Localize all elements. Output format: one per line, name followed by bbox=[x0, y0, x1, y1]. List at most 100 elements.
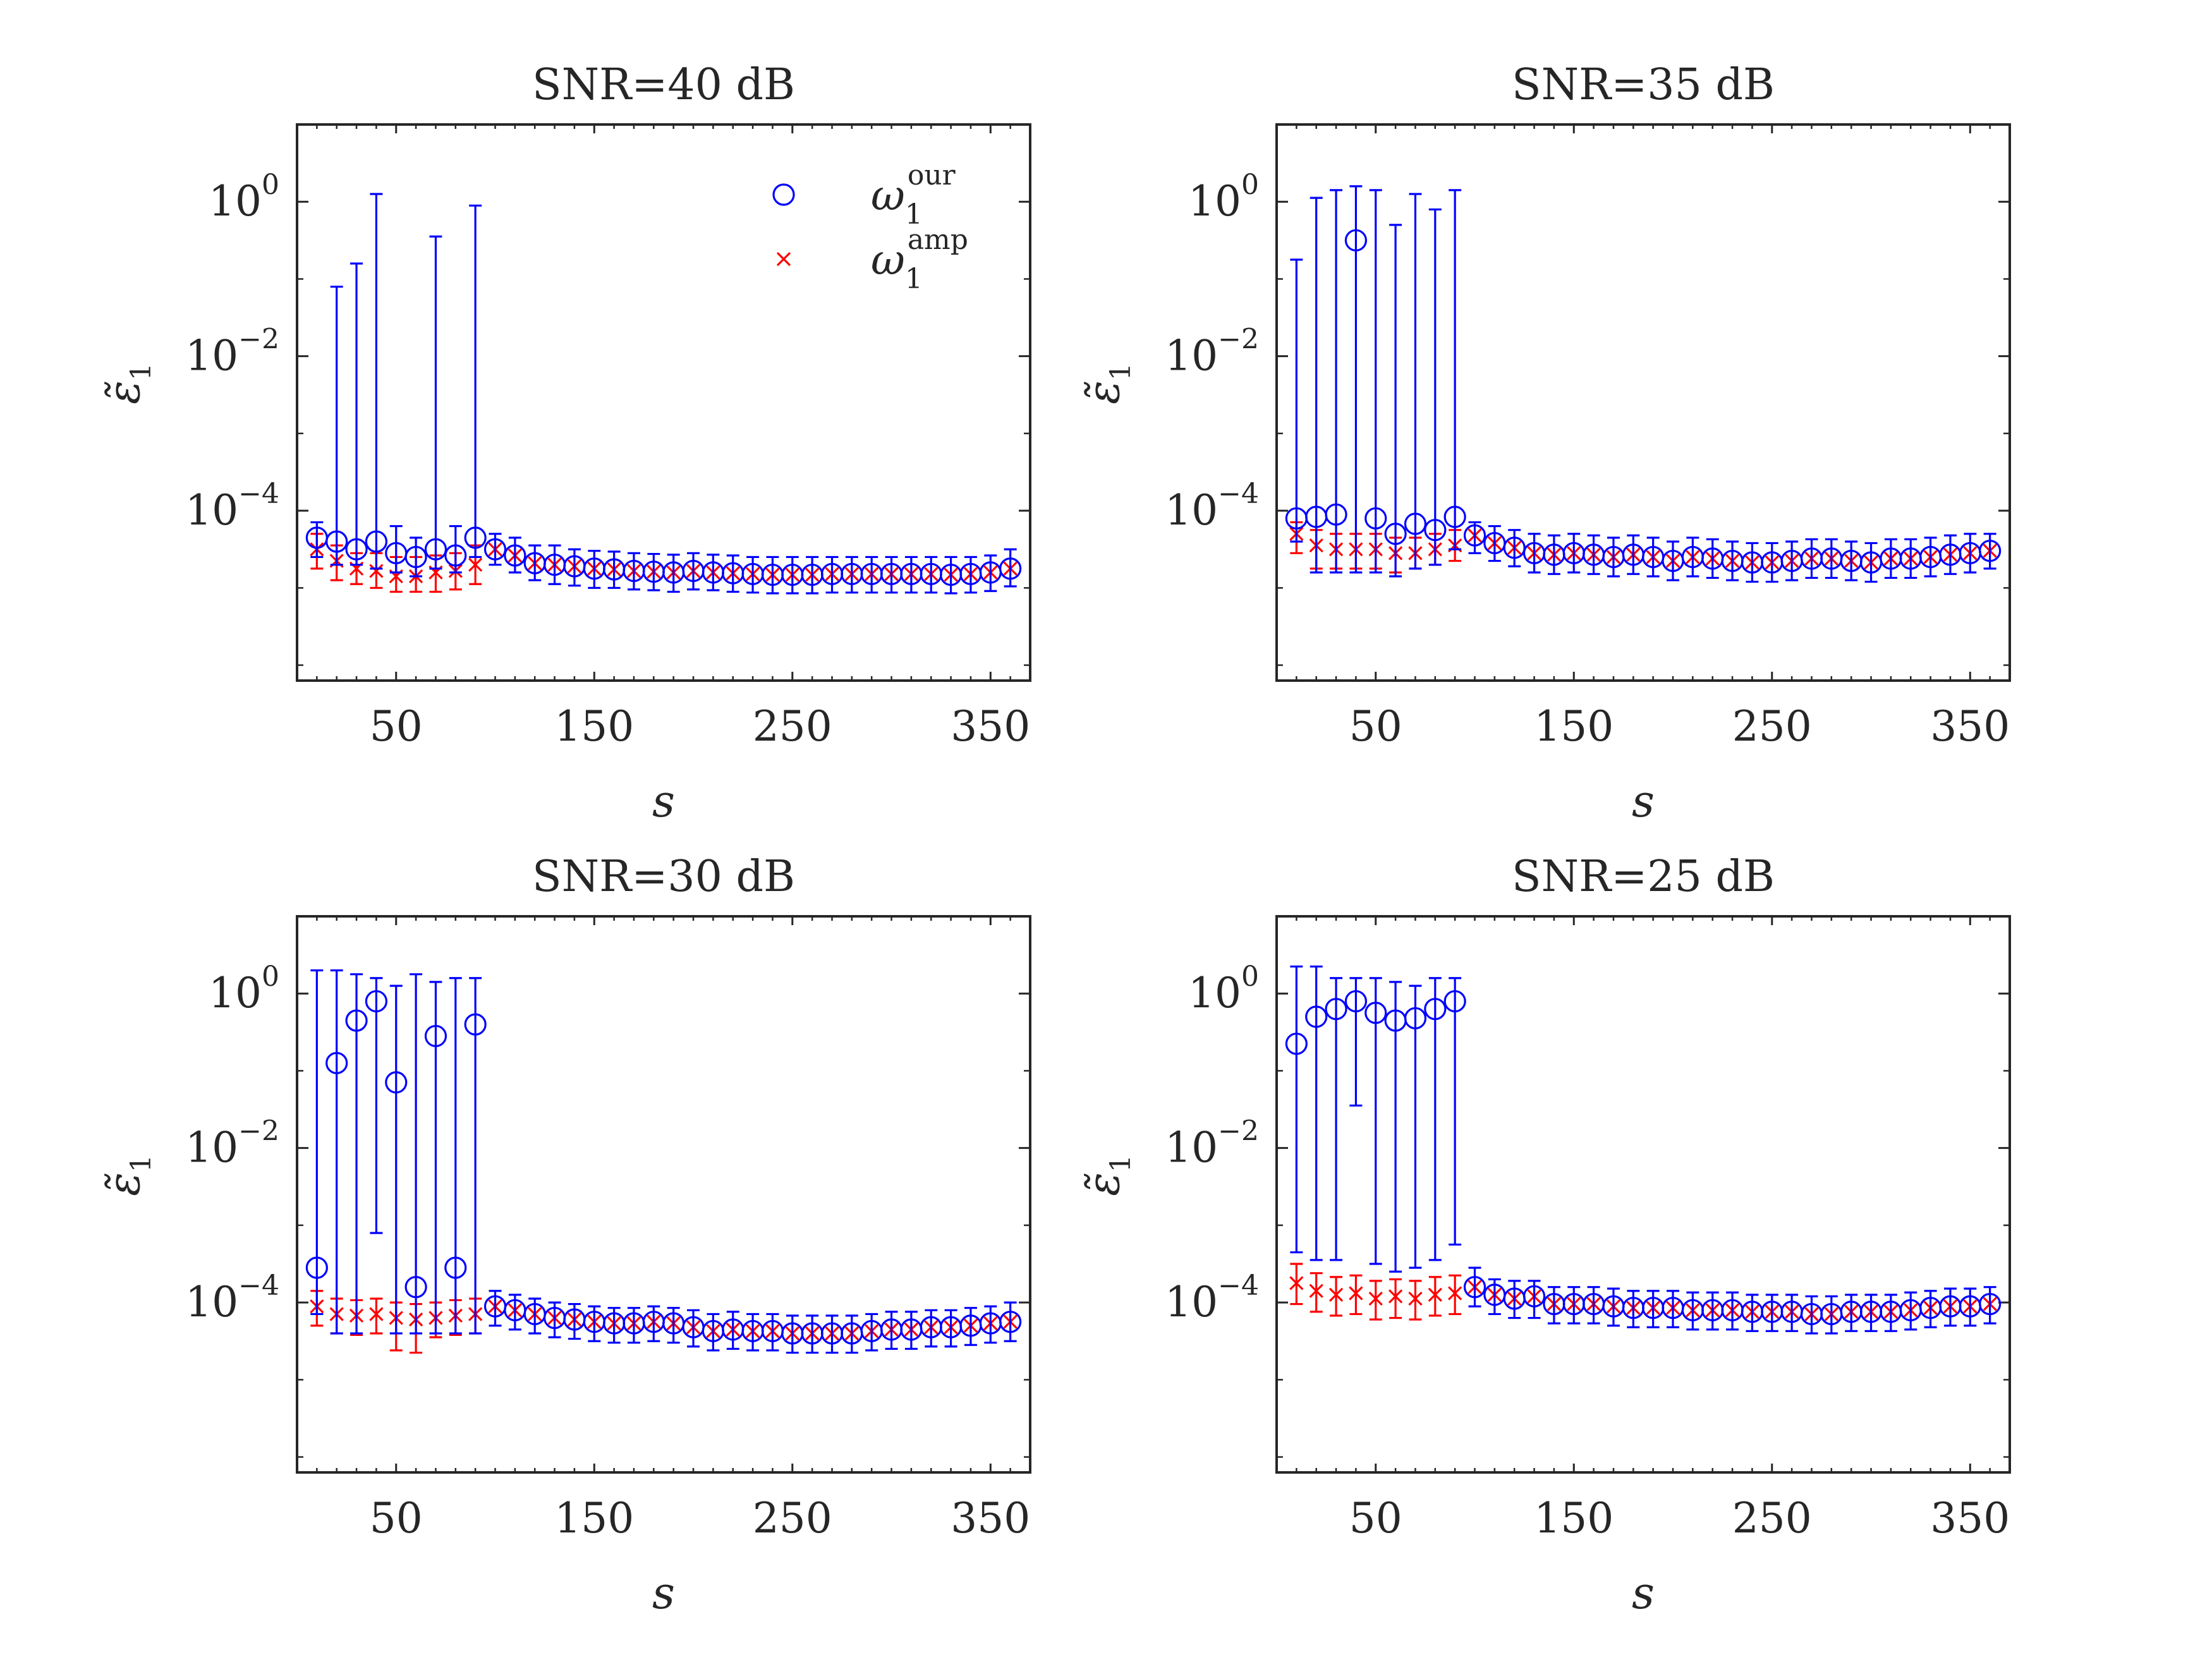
amp-marker-stroke bbox=[1309, 1283, 1323, 1298]
our-data-point bbox=[1424, 519, 1447, 542]
legend-superscript: amp bbox=[908, 224, 968, 256]
amp-marker-stroke bbox=[1408, 1291, 1423, 1306]
our-data-point bbox=[1522, 1285, 1546, 1307]
chart-title: SNR=25 dB bbox=[1512, 852, 1775, 902]
y-axis-label-symbol: ε̃ bbox=[98, 1172, 150, 1196]
our-data-point bbox=[464, 1013, 487, 1036]
amp-data-point bbox=[1428, 1287, 1442, 1302]
legend-subscript: 1 bbox=[905, 263, 923, 295]
amp-marker-stroke bbox=[468, 557, 483, 572]
y-tick-exponent: −2 bbox=[1218, 324, 1259, 356]
plot-frame bbox=[296, 915, 1031, 1474]
y-axis-label-subscript: 1 bbox=[1105, 363, 1137, 380]
y-tick-base: 10 bbox=[209, 969, 262, 1017]
our-data-point bbox=[999, 1311, 1022, 1333]
x-axis-label: s bbox=[1632, 1567, 1655, 1619]
our-data-point bbox=[345, 1009, 368, 1032]
amp-data-point bbox=[369, 564, 384, 578]
amp-data-point bbox=[1408, 1291, 1423, 1306]
our-data-point bbox=[1443, 506, 1466, 528]
amp-marker-stroke bbox=[1388, 1289, 1403, 1304]
our-data-point bbox=[325, 530, 348, 553]
amp-data-point bbox=[1289, 1276, 1304, 1290]
x-tick-label: 350 bbox=[1930, 1494, 2010, 1543]
x-tick-label: 50 bbox=[1349, 1494, 1402, 1543]
y-tick-base: 10 bbox=[1188, 969, 1241, 1017]
x-tick-label: 50 bbox=[1349, 702, 1402, 751]
legend-amp-marker-stroke bbox=[776, 252, 791, 267]
y-tick-exponent: −4 bbox=[238, 1270, 279, 1302]
y-axis-label-subscript: 1 bbox=[1105, 1155, 1137, 1172]
our-data-point bbox=[1325, 503, 1347, 526]
our-data-point bbox=[385, 1071, 408, 1094]
our-data-point bbox=[483, 538, 507, 561]
y-tick-base: 10 bbox=[209, 177, 262, 226]
amp-marker-stroke bbox=[1328, 1287, 1344, 1302]
y-tick-label: 10−4 bbox=[185, 1270, 279, 1326]
our-data-point bbox=[424, 1024, 447, 1048]
y-tick-exponent: 0 bbox=[262, 169, 279, 201]
amp-marker-stroke bbox=[369, 1307, 384, 1321]
x-axis-label: s bbox=[652, 775, 675, 827]
y-tick-base: 10 bbox=[1165, 332, 1218, 380]
y-tick-exponent: −4 bbox=[1218, 1270, 1259, 1302]
x-tick-label: 350 bbox=[951, 702, 1030, 751]
x-tick-label: 150 bbox=[1534, 702, 1613, 751]
amp-marker-stroke bbox=[1428, 1287, 1442, 1302]
y-axis-label: ε̃1 bbox=[98, 1155, 157, 1196]
y-tick-exponent: −4 bbox=[1218, 478, 1259, 510]
our-data-point bbox=[1384, 523, 1407, 545]
x-tick-label: 50 bbox=[370, 702, 423, 751]
y-axis-label-subscript: 1 bbox=[125, 1155, 157, 1172]
our-data-point bbox=[1344, 990, 1368, 1013]
amp-marker-stroke bbox=[1368, 1291, 1383, 1306]
y-tick-base: 10 bbox=[1165, 1278, 1218, 1326]
x-tick-label: 350 bbox=[1930, 702, 2010, 751]
y-tick-label: 100 bbox=[209, 961, 279, 1017]
our-data-point bbox=[1364, 507, 1387, 530]
our-data-point bbox=[1424, 998, 1447, 1021]
y-axis-label-subscript: 1 bbox=[125, 363, 157, 380]
x-tick-label: 250 bbox=[753, 1494, 832, 1543]
y-tick-exponent: −2 bbox=[1218, 1115, 1259, 1148]
amp-data-point bbox=[1368, 1291, 1383, 1306]
amp-marker-stroke bbox=[1448, 1286, 1462, 1301]
y-tick-exponent: −2 bbox=[238, 1115, 279, 1148]
y-tick-label: 100 bbox=[1188, 961, 1259, 1017]
our-data-point bbox=[504, 544, 526, 567]
chart-title: SNR=40 dB bbox=[532, 60, 795, 110]
y-tick-base: 10 bbox=[185, 1124, 238, 1172]
y-tick-label: 10−4 bbox=[1165, 1270, 1259, 1326]
x-axis-label: s bbox=[652, 1567, 675, 1619]
y-tick-base: 10 bbox=[185, 332, 238, 380]
amp-data-point bbox=[1388, 1289, 1403, 1304]
our-data-point bbox=[444, 544, 467, 567]
y-tick-base: 10 bbox=[1165, 1124, 1218, 1172]
y-tick-label: 100 bbox=[209, 169, 279, 226]
x-tick-label: 50 bbox=[370, 1494, 423, 1543]
legend-subscript: 1 bbox=[905, 198, 923, 231]
x-tick-label: 150 bbox=[554, 702, 634, 751]
y-axis-label: ε̃1 bbox=[98, 363, 157, 404]
our-data-point bbox=[1979, 540, 2002, 562]
our-data-point bbox=[404, 545, 427, 569]
our-data-point bbox=[444, 1256, 467, 1279]
x-tick-label: 250 bbox=[753, 702, 832, 751]
y-tick-label: 10−4 bbox=[1165, 478, 1259, 535]
y-axis-label: ε̃1 bbox=[1078, 1155, 1137, 1196]
amp-data-point bbox=[1309, 1283, 1323, 1298]
our-data-point bbox=[1463, 524, 1486, 547]
y-tick-exponent: −4 bbox=[238, 478, 279, 510]
our-data-point bbox=[1325, 998, 1347, 1021]
our-data-point bbox=[1463, 1276, 1486, 1299]
y-tick-label: 10−2 bbox=[1165, 324, 1259, 380]
chart-title: SNR=30 dB bbox=[532, 852, 795, 902]
our-data-point bbox=[1443, 990, 1466, 1013]
amp-data-point bbox=[1349, 1286, 1363, 1301]
